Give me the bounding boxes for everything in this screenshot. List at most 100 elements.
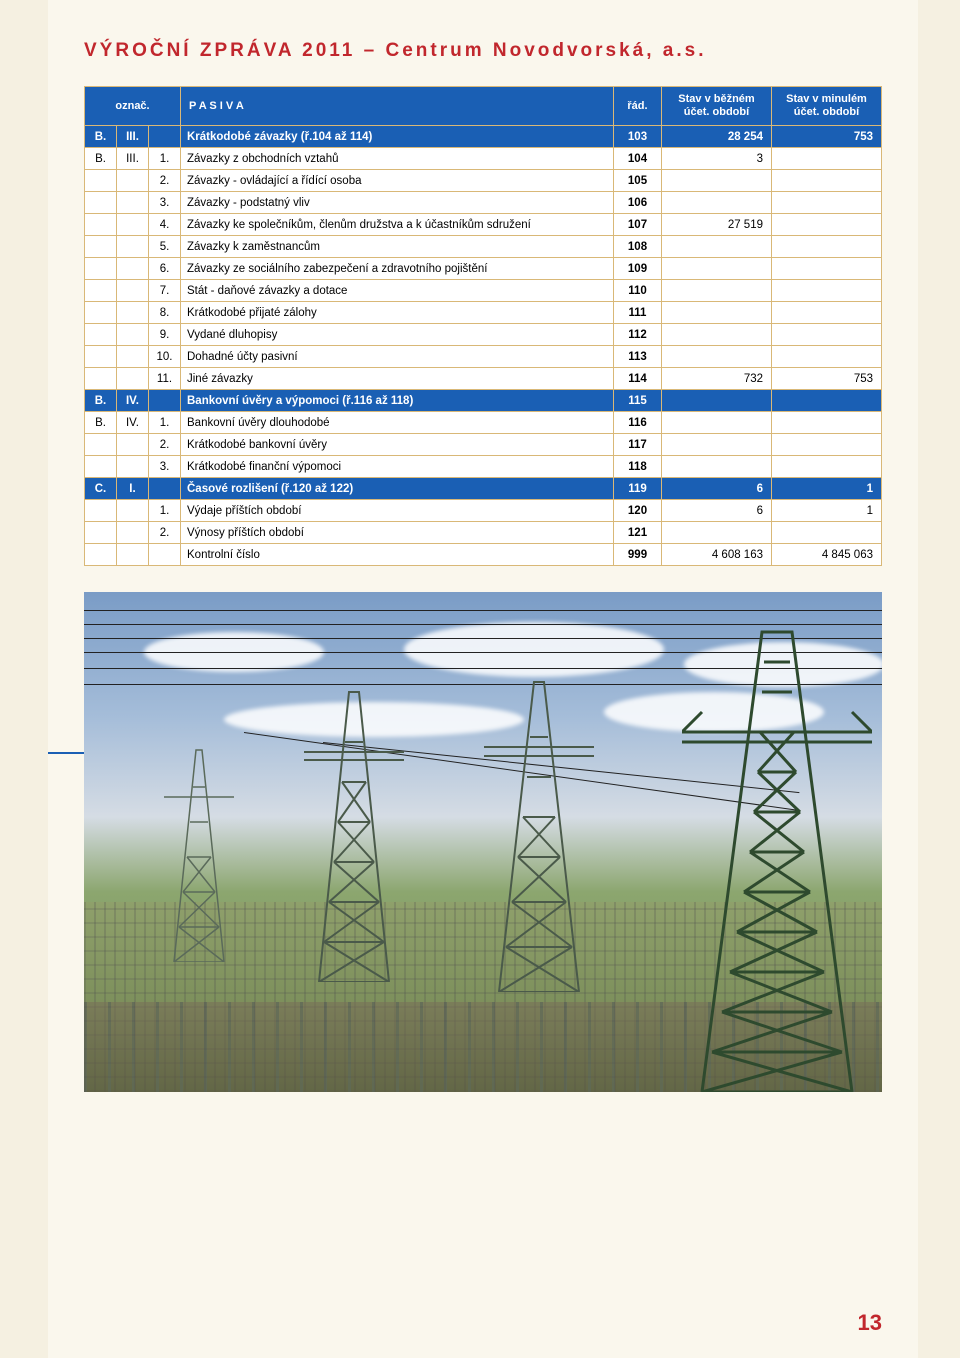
- header-pasiva: P A S I V A: [181, 87, 614, 126]
- cell-rad: 121: [614, 522, 662, 544]
- cell-v2: [772, 302, 882, 324]
- cell-desc: Dohadné účty pasivní: [181, 346, 614, 368]
- cell-c1: [85, 500, 117, 522]
- cell-c2: [117, 324, 149, 346]
- cell-v2: 753: [772, 368, 882, 390]
- cell-rad: 114: [614, 368, 662, 390]
- cell-c3: 4.: [149, 214, 181, 236]
- cell-c2: [117, 346, 149, 368]
- cell-c1: [85, 324, 117, 346]
- cell-c3: 2.: [149, 522, 181, 544]
- table-row: 3.Závazky - podstatný vliv106: [85, 192, 882, 214]
- cell-c2: I.: [117, 478, 149, 500]
- cell-c2: III.: [117, 126, 149, 148]
- cell-v2: [772, 456, 882, 478]
- cell-c2: [117, 456, 149, 478]
- cell-c3: 1.: [149, 500, 181, 522]
- cell-c3: 3.: [149, 456, 181, 478]
- cell-c1: [85, 258, 117, 280]
- cell-c3: 7.: [149, 280, 181, 302]
- table-row: 6.Závazky ze sociálního zabezpečení a zd…: [85, 258, 882, 280]
- pylon-mid: [484, 672, 594, 992]
- cell-rad: 110: [614, 280, 662, 302]
- cell-c2: IV.: [117, 412, 149, 434]
- cell-rad: 112: [614, 324, 662, 346]
- cell-c2: [117, 302, 149, 324]
- cell-desc: Vydané dluhopisy: [181, 324, 614, 346]
- cell-c1: [85, 368, 117, 390]
- cell-v1: 732: [662, 368, 772, 390]
- cell-c3: 2.: [149, 170, 181, 192]
- cell-v2: [772, 148, 882, 170]
- table-row: 3.Krátkodobé finanční výpomoci118: [85, 456, 882, 478]
- cell-c2: [117, 192, 149, 214]
- cell-v1: [662, 412, 772, 434]
- cell-desc: Závazky - ovládající a řídící osoba: [181, 170, 614, 192]
- cell-c2: [117, 500, 149, 522]
- table-body: B.III.Krátkodobé závazky (ř.104 až 114)1…: [85, 126, 882, 566]
- electrical-substation-photo: [84, 592, 882, 1092]
- cell-rad: 103: [614, 126, 662, 148]
- cell-c3: 2.: [149, 434, 181, 456]
- cell-c1: [85, 236, 117, 258]
- cell-v1: 27 519: [662, 214, 772, 236]
- cell-rad: 118: [614, 456, 662, 478]
- cell-v1: 3: [662, 148, 772, 170]
- cell-c3: [149, 478, 181, 500]
- pylon-small: [164, 742, 234, 962]
- cell-c2: [117, 280, 149, 302]
- cell-v1: [662, 346, 772, 368]
- table-row: 5.Závazky k zaměstnancům108: [85, 236, 882, 258]
- power-wire: [84, 610, 882, 611]
- table-row: 10.Dohadné účty pasivní113: [85, 346, 882, 368]
- cell-v1: [662, 324, 772, 346]
- cell-c1: B.: [85, 126, 117, 148]
- cell-c2: III.: [117, 148, 149, 170]
- cell-desc: Závazky ke společníkům, členům družstva …: [181, 214, 614, 236]
- cell-v2: 1: [772, 500, 882, 522]
- cell-c1: [85, 434, 117, 456]
- cell-desc: Výdaje příštích období: [181, 500, 614, 522]
- cell-v2: [772, 214, 882, 236]
- cell-desc: Závazky - podstatný vliv: [181, 192, 614, 214]
- cell-c2: [117, 544, 149, 566]
- page-number: 13: [858, 1310, 882, 1336]
- cell-v1: [662, 390, 772, 412]
- cell-rad: 117: [614, 434, 662, 456]
- cell-rad: 107: [614, 214, 662, 236]
- cell-v2: 753: [772, 126, 882, 148]
- cell-v2: [772, 170, 882, 192]
- cell-v2: [772, 324, 882, 346]
- cell-c1: [85, 280, 117, 302]
- cell-v2: [772, 522, 882, 544]
- cell-desc: Kontrolní číslo: [181, 544, 614, 566]
- cell-v2: 4 845 063: [772, 544, 882, 566]
- cell-v1: [662, 192, 772, 214]
- cell-c2: [117, 214, 149, 236]
- cell-c2: [117, 368, 149, 390]
- cell-rad: 109: [614, 258, 662, 280]
- cell-v2: [772, 390, 882, 412]
- table-row: 4.Závazky ke společníkům, členům družstv…: [85, 214, 882, 236]
- cell-desc: Krátkodobé závazky (ř.104 až 114): [181, 126, 614, 148]
- pylon-mid: [304, 682, 404, 982]
- table-row: 8.Krátkodobé přijaté zálohy111: [85, 302, 882, 324]
- cell-rad: 104: [614, 148, 662, 170]
- cell-c1: [85, 214, 117, 236]
- page-title: VÝROČNÍ ZPRÁVA 2011 – Centrum Novodvorsk…: [84, 40, 882, 62]
- cell-c1: B.: [85, 390, 117, 412]
- cell-desc: Bankovní úvěry a výpomoci (ř.116 až 118): [181, 390, 614, 412]
- table-row: 1.Výdaje příštích období12061: [85, 500, 882, 522]
- cell-c3: 1.: [149, 412, 181, 434]
- cell-rad: 115: [614, 390, 662, 412]
- cell-c3: 1.: [149, 148, 181, 170]
- cell-rad: 106: [614, 192, 662, 214]
- table-row: B.IV.1.Bankovní úvěry dlouhodobé116: [85, 412, 882, 434]
- cell-v1: [662, 170, 772, 192]
- cell-rad: 119: [614, 478, 662, 500]
- cell-c3: 9.: [149, 324, 181, 346]
- cell-v2: [772, 192, 882, 214]
- cell-c2: [117, 170, 149, 192]
- cell-desc: Krátkodobé přijaté zálohy: [181, 302, 614, 324]
- cell-c3: 3.: [149, 192, 181, 214]
